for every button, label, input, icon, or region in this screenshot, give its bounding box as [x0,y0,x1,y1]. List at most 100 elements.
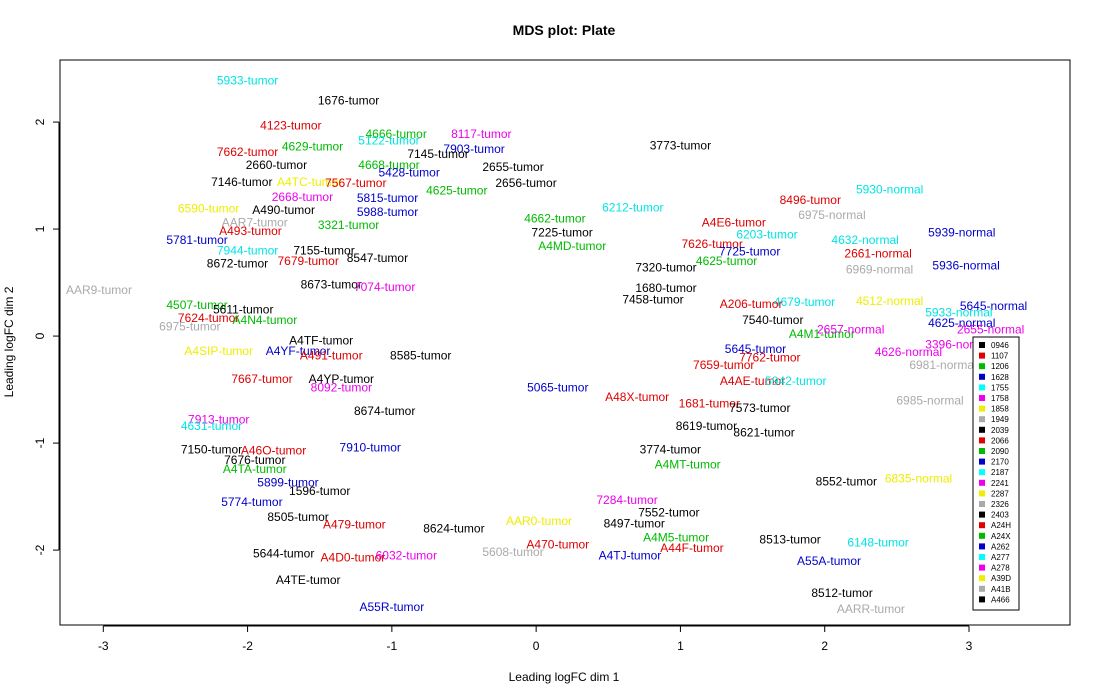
legend-label: 1755 [991,383,1009,392]
legend-label: 1107 [991,352,1009,361]
x-tick-label: 0 [533,639,540,653]
point-label: 7458-tumor [622,293,683,307]
legend-label: A278 [991,564,1010,573]
point-label: A491-tumor [300,348,363,362]
point-label: 7225-tumor [531,225,592,239]
point-label: A46O-tumor [241,444,306,458]
point-label: 6985-normal [896,393,963,407]
point-label: 4668-tumor [358,158,419,172]
point-label: 5428-tumor [378,165,439,179]
point-label: A4YP-tumor [309,372,374,386]
point-label: 5815-tumor [357,191,418,205]
legend-swatch [979,416,985,423]
legend-swatch [979,532,985,539]
point-label: 4632-normal [831,233,898,247]
point-label: A48X-tumor [605,390,669,404]
point-label: 7624-tumor [178,311,239,325]
point-label: A55R-tumor [360,600,425,614]
point-label: 7910-tumor [340,440,401,454]
point-label: 5611-tumor [213,302,273,316]
point-label: 8552-tumor [816,475,877,489]
y-axis: -2 -1 0 1 2 [33,118,60,555]
point-label: 4626-normal [875,345,942,359]
point-label: AARR-tumor [837,602,905,616]
point-label: 6975-tumor [159,319,220,333]
point-label: 8496-tumor [780,193,841,207]
point-label: 5608-tumor [482,545,543,559]
point-label: 5774-tumor [221,495,282,509]
point-label: 5936-normal [932,258,999,272]
point-label: AAR0-tumor [506,514,572,528]
point-label: 7540-tumor [742,313,803,327]
legend-label: 1858 [991,405,1009,414]
point-label: 4625-normal [928,316,995,330]
point-label: 7725-tumor [719,245,780,259]
legend-label: 2287 [991,489,1009,498]
legend-swatch [979,384,985,391]
point-label: 7074-tumor [354,280,415,294]
point-label: A206-tumor [720,297,783,311]
point-label: 4625-tumor [426,184,487,198]
point-label: 2655-tumor [482,160,543,174]
point-label: 2656-tumor [495,176,556,190]
point-label: 5899-tumor [257,476,318,490]
legend-label: 1206 [991,362,1009,371]
legend-label: 0946 [991,341,1009,350]
legend-label: 2187 [991,468,1009,477]
point-label: 2668-tumor [272,190,333,204]
legend-label: 2403 [991,511,1009,520]
point-label: 8672-tumor [207,256,268,270]
legend-swatch [979,596,985,603]
point-label: 8673-tumor [301,278,362,292]
point-label: 6203-tumor [736,227,797,241]
point-label: 8547-tumor [347,251,408,265]
point-label: 7944-tumor [217,243,278,257]
point-label: 5065-tumor [527,380,588,394]
point-label: AAR9-tumor [66,283,132,297]
point-label: 2655-normal [957,323,1024,337]
point-label: 8619-tumor [676,419,737,433]
point-label: 5930-normal [856,182,923,196]
legend-label: A262 [991,542,1010,551]
point-label: 7676-tumor [224,453,285,467]
legend-swatch [979,490,985,497]
point-label: 8513-tumor [759,532,820,546]
legend-swatch [979,564,985,571]
point-label: 5644-tumor [253,546,314,560]
point-label: 8092-tumor [311,380,372,394]
point-label: 7552-tumor [638,506,699,520]
point-label: 5933-normal [925,306,992,320]
y-axis-title: Leading logFC dim 2 [2,286,16,397]
legend-swatch [979,522,985,529]
point-label: 5939-normal [928,225,995,239]
point-label: 8621-tumor [733,425,794,439]
chart-title: MDS plot: Plate [513,22,616,38]
legend-swatch [979,479,985,486]
legend-label: 2066 [991,436,1009,445]
point-label: 5645-tumor [725,342,786,356]
points-layer: 5933-tumor 1676-tumor 4123-tumor 4666-tumor… [66,73,1027,616]
point-label: 6148-tumor [847,536,908,550]
point-label: 8117-tumor [451,127,511,141]
legend-label: A24X [991,532,1011,541]
legend-swatch [979,426,985,433]
x-axis: -3 -2 -1 0 1 2 3 [98,625,973,653]
point-label: 7762-tumor [739,350,800,364]
point-label: A4E6-tumor [702,216,766,230]
point-label: AAR7-tumor [222,216,288,230]
legend-swatch [979,342,985,348]
point-label: 6969-normal [846,263,913,277]
point-label: 6975-normal [798,208,865,222]
point-label: 7913-tumor [188,413,249,427]
point-label: A55A-tumor [797,554,861,568]
point-label: A4TC-tumor [277,175,342,189]
x-tick-label: 3 [966,639,973,653]
point-label: 7626-tumor [681,237,742,251]
point-label: 7567-tumor [325,176,386,190]
point-label: 1676-tumor [318,94,379,108]
point-label: 5645-normal [960,299,1027,313]
point-label: 8585-tumor [390,348,451,362]
point-label: 4666-tumor [365,127,426,141]
